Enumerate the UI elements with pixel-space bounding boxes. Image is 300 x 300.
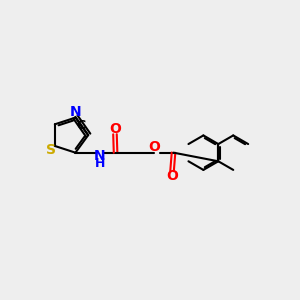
Text: N: N [94,149,106,163]
Text: H: H [94,157,105,169]
Text: O: O [109,122,121,136]
Text: O: O [148,140,160,154]
Text: N: N [70,105,81,119]
Text: O: O [166,169,178,183]
Text: S: S [46,142,56,157]
Text: C: C [76,119,85,132]
